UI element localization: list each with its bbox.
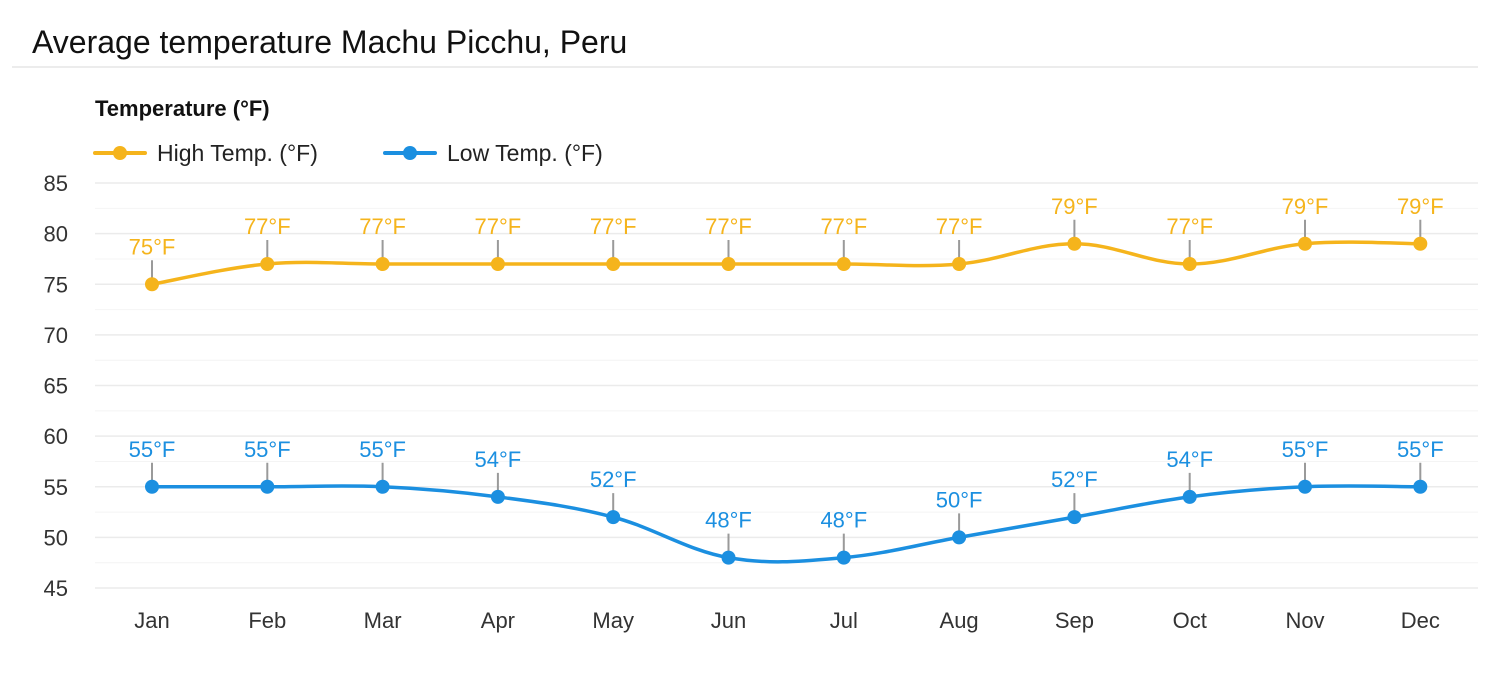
data-point: [952, 257, 967, 271]
data-label: 54°F: [1166, 447, 1213, 472]
data-point: [375, 257, 390, 271]
x-tick-label: Jan: [134, 608, 169, 633]
data-label: 79°F: [1397, 194, 1444, 219]
x-tick-label: Nov: [1285, 608, 1324, 633]
data-point: [1182, 489, 1197, 504]
data-point: [490, 257, 505, 271]
data-label: 55°F: [1282, 437, 1329, 462]
y-tick-label: 75: [44, 272, 68, 297]
data-label: 79°F: [1051, 194, 1098, 219]
title-divider: [12, 66, 1478, 68]
x-tick-label: May: [592, 608, 634, 633]
data-label: 55°F: [244, 437, 291, 462]
data-point: [836, 550, 851, 565]
y-tick-label: 50: [44, 525, 68, 550]
data-label: 77°F: [590, 214, 637, 239]
series-line-low: [152, 484, 1421, 564]
data-point: [721, 550, 736, 565]
series-line-high: [151, 240, 1421, 286]
y-tick-label: 80: [44, 222, 68, 247]
x-tick-label: Apr: [481, 608, 515, 633]
data-label: 48°F: [705, 508, 752, 533]
data-point: [1413, 236, 1428, 251]
data-point: [1067, 510, 1082, 525]
data-label: 77°F: [705, 214, 752, 239]
legend-label: High Temp. (°F): [157, 140, 318, 166]
page-title: Average temperature Machu Picchu, Peru: [32, 24, 628, 60]
data-label: 52°F: [590, 467, 637, 492]
data-label: 48°F: [820, 508, 867, 533]
data-point: [375, 479, 390, 494]
data-label: 55°F: [359, 437, 406, 462]
x-tick-label: Feb: [248, 608, 286, 633]
data-point: [606, 257, 621, 271]
y-axis-title: Temperature (°F): [95, 96, 270, 121]
y-tick-label: 65: [44, 374, 68, 399]
data-label: 77°F: [359, 214, 406, 239]
grid-lines: [95, 182, 1478, 589]
data-label: 77°F: [475, 214, 522, 239]
y-tick-label: 70: [44, 323, 68, 348]
data-label: 75°F: [129, 234, 176, 259]
data-point: [1413, 479, 1428, 494]
data-label: 77°F: [244, 214, 291, 239]
data-label: 77°F: [1166, 214, 1213, 239]
data-point: [721, 257, 736, 271]
data-point: [1298, 479, 1312, 494]
data-label: 79°F: [1282, 194, 1329, 219]
x-tick-label: Jun: [711, 608, 746, 633]
legend-label: Low Temp. (°F): [447, 140, 603, 166]
data-point: [1298, 236, 1312, 251]
x-tick-label: Oct: [1173, 608, 1207, 633]
x-tick-label: Aug: [940, 608, 979, 633]
x-tick-label: Jul: [830, 608, 858, 633]
data-label: 54°F: [475, 447, 522, 472]
x-tick-label: Mar: [364, 608, 402, 633]
data-point: [260, 257, 275, 271]
data-label: 55°F: [129, 437, 176, 462]
y-tick-label: 85: [44, 171, 68, 196]
y-axis-ticks: 85 80 75 70 65 60 55 50 45: [44, 171, 68, 601]
y-tick-label: 60: [44, 424, 68, 449]
data-label: 50°F: [936, 487, 983, 512]
data-point: [1067, 236, 1082, 251]
data-point: [836, 257, 851, 271]
x-axis-ticks: Jan Feb Mar Apr May Jun Jul Aug Sep Oct Nov Dec: [134, 608, 1440, 633]
legend-marker: [403, 146, 417, 160]
data-label: 77°F: [936, 214, 983, 239]
x-tick-label: Sep: [1055, 608, 1094, 633]
data-label: 55°F: [1397, 437, 1444, 462]
legend: High Temp. (°F) Low Temp. (°F): [93, 140, 603, 166]
data-point: [260, 479, 275, 494]
y-tick-label: 55: [44, 475, 68, 500]
series-layer: 75°F 77°F 77°F 77°F 77°F 77°F 77°F 77°F 79°F 77°F…: [129, 194, 1444, 565]
data-point: [606, 510, 621, 525]
data-label: 52°F: [1051, 467, 1098, 492]
y-tick-label: 45: [44, 576, 68, 601]
x-tick-label: Dec: [1401, 608, 1440, 633]
data-point: [145, 277, 159, 292]
data-point: [952, 530, 967, 545]
data-point: [1182, 257, 1197, 271]
data-point: [145, 479, 159, 494]
data-label: 77°F: [820, 214, 867, 239]
data-point: [490, 489, 505, 504]
legend-marker: [113, 146, 127, 160]
